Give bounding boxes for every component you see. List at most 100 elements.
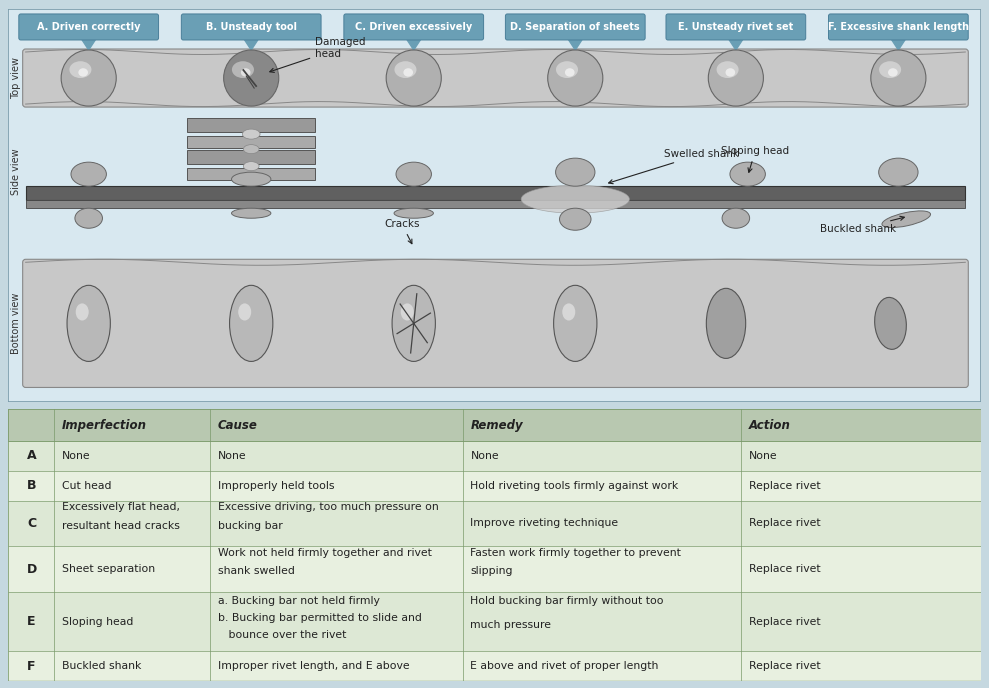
Text: E: E	[28, 615, 36, 628]
Ellipse shape	[548, 50, 603, 106]
Text: Sloping head: Sloping head	[62, 616, 134, 627]
FancyBboxPatch shape	[8, 652, 981, 681]
FancyBboxPatch shape	[8, 546, 981, 592]
FancyBboxPatch shape	[26, 186, 965, 200]
Ellipse shape	[69, 61, 91, 78]
Polygon shape	[81, 38, 97, 50]
Ellipse shape	[874, 297, 906, 350]
Text: A. Driven correctly: A. Driven correctly	[37, 22, 140, 32]
Ellipse shape	[726, 68, 735, 76]
Polygon shape	[568, 38, 584, 50]
Text: Cut head: Cut head	[62, 481, 112, 491]
Ellipse shape	[396, 162, 431, 186]
Ellipse shape	[565, 68, 575, 76]
Text: Fasten work firmly together to prevent: Fasten work firmly together to prevent	[471, 548, 681, 558]
FancyBboxPatch shape	[23, 49, 968, 107]
FancyBboxPatch shape	[505, 14, 645, 40]
FancyBboxPatch shape	[8, 409, 981, 681]
Text: Side view: Side view	[11, 149, 21, 195]
Text: Remedy: Remedy	[471, 419, 523, 432]
Text: Excessively flat head,: Excessively flat head,	[62, 502, 180, 513]
Ellipse shape	[242, 129, 260, 139]
Text: E above and rivet of proper length: E above and rivet of proper length	[471, 661, 659, 671]
Ellipse shape	[888, 68, 898, 76]
Polygon shape	[243, 38, 259, 50]
Ellipse shape	[61, 50, 117, 106]
Ellipse shape	[706, 288, 746, 358]
Ellipse shape	[386, 50, 441, 106]
Text: Replace rivet: Replace rivet	[749, 481, 821, 491]
FancyBboxPatch shape	[8, 471, 981, 501]
Text: a. Bucking bar not held firmly: a. Bucking bar not held firmly	[218, 596, 380, 605]
Text: Replace rivet: Replace rivet	[749, 519, 821, 528]
Text: None: None	[62, 451, 91, 461]
Text: Replace rivet: Replace rivet	[749, 616, 821, 627]
Text: Replace rivet: Replace rivet	[749, 564, 821, 574]
Ellipse shape	[241, 68, 250, 76]
FancyBboxPatch shape	[187, 118, 315, 132]
Text: Improperly held tools: Improperly held tools	[218, 481, 334, 491]
Text: None: None	[471, 451, 499, 461]
Text: E. Unsteady rivet set: E. Unsteady rivet set	[678, 22, 793, 32]
Ellipse shape	[71, 162, 107, 186]
Text: D. Separation of sheets: D. Separation of sheets	[510, 22, 640, 32]
Text: Cause: Cause	[218, 419, 257, 432]
FancyBboxPatch shape	[187, 150, 315, 164]
FancyBboxPatch shape	[8, 592, 981, 652]
Text: Buckled shank: Buckled shank	[62, 661, 141, 671]
Polygon shape	[728, 38, 744, 50]
Text: B. Unsteady tool: B. Unsteady tool	[206, 22, 297, 32]
FancyBboxPatch shape	[187, 136, 315, 148]
Ellipse shape	[231, 172, 271, 186]
Text: None: None	[749, 451, 777, 461]
Ellipse shape	[879, 61, 901, 78]
Ellipse shape	[229, 286, 273, 361]
Text: b. Bucking bar permitted to slide and: b. Bucking bar permitted to slide and	[218, 613, 421, 623]
Ellipse shape	[243, 162, 259, 171]
FancyBboxPatch shape	[666, 14, 806, 40]
Text: Damaged
head: Damaged head	[270, 37, 366, 72]
Text: Improve riveting technique: Improve riveting technique	[471, 519, 618, 528]
Ellipse shape	[708, 50, 764, 106]
FancyBboxPatch shape	[8, 441, 981, 471]
Text: Bottom view: Bottom view	[11, 292, 21, 354]
Text: Imperfection: Imperfection	[62, 419, 147, 432]
FancyBboxPatch shape	[8, 501, 981, 546]
Polygon shape	[521, 185, 629, 213]
Text: Top view: Top view	[11, 57, 21, 99]
Ellipse shape	[871, 50, 926, 106]
Text: D: D	[27, 563, 37, 576]
Text: Buckled shank: Buckled shank	[820, 216, 904, 234]
FancyBboxPatch shape	[8, 409, 981, 441]
Text: C: C	[27, 517, 36, 530]
Ellipse shape	[75, 208, 103, 228]
FancyBboxPatch shape	[829, 14, 968, 40]
Ellipse shape	[882, 211, 931, 228]
Ellipse shape	[722, 208, 750, 228]
Ellipse shape	[560, 208, 591, 230]
Text: A: A	[27, 449, 37, 462]
Ellipse shape	[878, 158, 918, 186]
FancyBboxPatch shape	[344, 14, 484, 40]
Text: None: None	[218, 451, 246, 461]
Text: C. Driven excessively: C. Driven excessively	[355, 22, 473, 32]
Text: Swelled shank: Swelled shank	[608, 149, 739, 184]
Polygon shape	[405, 38, 421, 50]
Text: Excessive driving, too much pressure on: Excessive driving, too much pressure on	[218, 502, 438, 513]
Ellipse shape	[67, 286, 111, 361]
Text: shank swelled: shank swelled	[218, 566, 295, 577]
Ellipse shape	[404, 68, 413, 76]
Ellipse shape	[231, 208, 271, 218]
Ellipse shape	[395, 61, 416, 78]
Ellipse shape	[238, 303, 251, 321]
Text: bounce over the rivet: bounce over the rivet	[218, 630, 346, 640]
Text: Replace rivet: Replace rivet	[749, 661, 821, 671]
Text: B: B	[27, 480, 37, 492]
FancyBboxPatch shape	[19, 14, 158, 40]
Text: Cracks: Cracks	[384, 219, 419, 244]
Ellipse shape	[392, 286, 435, 361]
Text: Sloping head: Sloping head	[721, 146, 789, 172]
Polygon shape	[890, 38, 906, 50]
Ellipse shape	[563, 303, 576, 321]
Text: slipping: slipping	[471, 566, 513, 577]
